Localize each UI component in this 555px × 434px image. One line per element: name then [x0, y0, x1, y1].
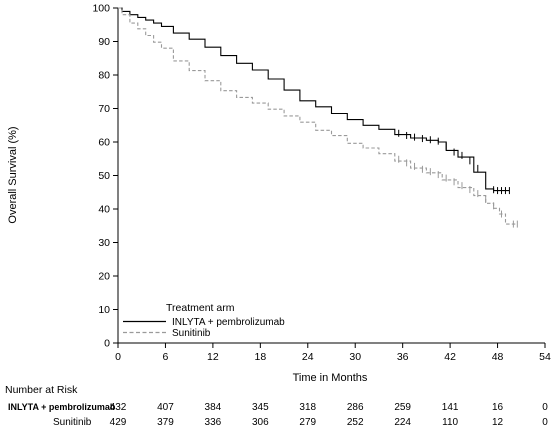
x-axis-title: Time in Months: [293, 372, 368, 384]
risk-value-inlyta-36: 259: [394, 402, 411, 413]
legend-label-sunitinib: Sunitinib: [172, 328, 211, 339]
x-tick-label-48: 48: [492, 351, 504, 363]
risk-value-sunitinib-6: 379: [157, 417, 174, 428]
survival-curve-sunitinib: [118, 7, 518, 225]
y-tick-label-30: 30: [98, 237, 110, 249]
legend-label-inlyta: INLYTA + pembrolizumab: [172, 317, 285, 328]
x-axis: 0 6 12 18 24 30 36 42 48 54: [115, 343, 551, 363]
risk-value-sunitinib-24: 279: [299, 417, 316, 428]
x-tick-label-0: 0: [115, 351, 121, 363]
y-tick-label-70: 70: [98, 103, 110, 115]
risk-value-sunitinib-12: 336: [205, 417, 222, 428]
y-tick-label-90: 90: [98, 36, 110, 48]
y-tick-label-60: 60: [98, 137, 110, 149]
risk-value-sunitinib-0: 429: [110, 417, 127, 428]
x-tick-label-36: 36: [397, 351, 409, 363]
x-tick-label-12: 12: [207, 351, 219, 363]
y-axis-title: Overall Survival (%): [7, 126, 19, 223]
y-axis: 0 10 20 30 40 50 60 70 80 90 100: [92, 3, 118, 350]
risk-table: Number at Risk INLYTA + pembrolizumab Su…: [5, 384, 548, 428]
legend: Treatment arm INLYTA + pembrolizumab Sun…: [123, 302, 285, 339]
risk-value-inlyta-24: 318: [299, 402, 316, 413]
risk-value-sunitinib-48: 12: [492, 417, 504, 428]
x-tick-label-18: 18: [254, 351, 266, 363]
y-tick-label-10: 10: [98, 304, 110, 316]
legend-title: Treatment arm: [166, 302, 235, 314]
risk-value-sunitinib-18: 306: [252, 417, 269, 428]
y-tick-label-20: 20: [98, 271, 110, 283]
x-tick-label-30: 30: [349, 351, 361, 363]
y-tick-label-50: 50: [98, 170, 110, 182]
plot-frame: [117, 8, 545, 344]
x-tick-label-6: 6: [163, 351, 169, 363]
y-tick-label-0: 0: [104, 338, 110, 350]
risk-value-inlyta-6: 407: [157, 402, 174, 413]
survival-curves: [118, 7, 518, 228]
risk-value-sunitinib-30: 252: [347, 417, 364, 428]
risk-row-label-sunitinib: Sunitinib: [53, 417, 92, 428]
risk-value-sunitinib-42: 110: [442, 417, 458, 428]
risk-row-label-inlyta: INLYTA + pembrolizumab: [8, 402, 116, 412]
risk-value-inlyta-48: 16: [492, 402, 504, 413]
y-tick-label-80: 80: [98, 70, 110, 82]
risk-value-inlyta-54: 0: [542, 402, 548, 413]
x-tick-label-54: 54: [539, 351, 551, 363]
risk-value-inlyta-0: 432: [110, 402, 127, 413]
risk-value-inlyta-12: 384: [205, 402, 222, 413]
y-tick-label-40: 40: [98, 204, 110, 216]
risk-value-inlyta-30: 286: [347, 402, 364, 413]
risk-value-sunitinib-54: 0: [542, 417, 548, 428]
x-tick-label-42: 42: [444, 351, 456, 363]
risk-value-inlyta-42: 141: [442, 402, 459, 413]
risk-value-inlyta-18: 345: [252, 402, 269, 413]
survival-curve-inlyta: [118, 7, 510, 192]
risk-table-heading: Number at Risk: [5, 384, 78, 396]
risk-value-sunitinib-36: 224: [394, 417, 411, 428]
x-tick-label-24: 24: [302, 351, 314, 363]
y-tick-label-100: 100: [92, 3, 110, 15]
